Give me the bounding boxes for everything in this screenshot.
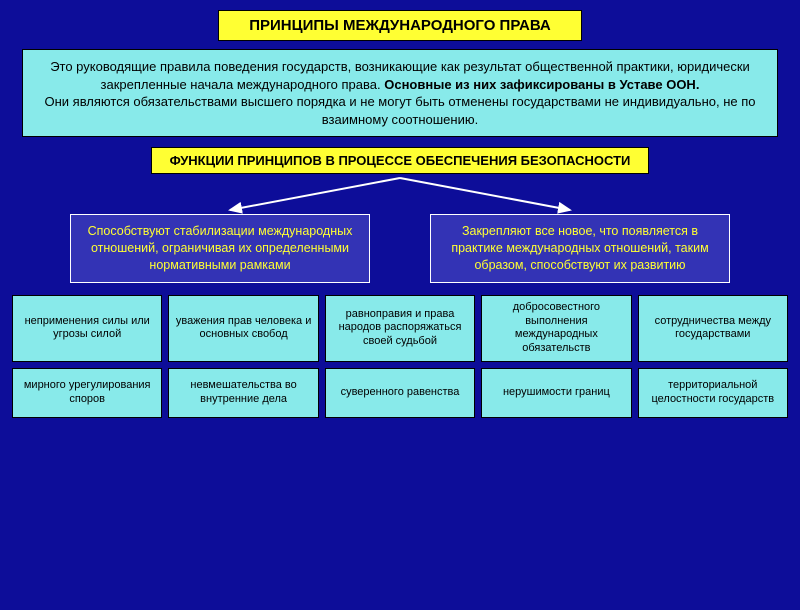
principle-cell: сотрудничества между государствами [638,295,788,362]
definition-box: Это руководящие правила поведения госуда… [22,49,778,137]
main-title: ПРИНЦИПЫ МЕЖДУНАРОДНОГО ПРАВА [218,10,582,41]
principle-cell: уважения прав человека и основных свобод [168,295,318,362]
principle-cell: нерушимости границ [481,368,631,418]
definition-bold: Основные из них зафиксированы в Уставе О… [384,77,699,92]
principle-cell: суверенного равенства [325,368,475,418]
functions-row: Способствуют стабилизации международных … [30,214,770,283]
definition-part2: Они являются обязательствами высшего пор… [44,94,755,127]
function-box-right: Закрепляют все новое, что появляется в п… [430,214,730,283]
principles-grid-row1: неприменения силы или угрозы силой уваже… [12,295,788,362]
principle-cell: невмешательства во внутренние дела [168,368,318,418]
function-box-left: Способствуют стабилизации международных … [70,214,370,283]
principle-cell: равноправия и права народов распоряжатьс… [325,295,475,362]
functions-subheading: ФУНКЦИИ ПРИНЦИПОВ В ПРОЦЕССЕ ОБЕСПЕЧЕНИЯ… [151,147,650,174]
principles-grid-row2: мирного урегулирования споров невмешател… [12,368,788,418]
principle-cell: мирного урегулирования споров [12,368,162,418]
principle-cell: неприменения силы или угрозы силой [12,295,162,362]
principle-cell: территориальной целостности государств [638,368,788,418]
principle-cell: добросовестного выполнения международных… [481,295,631,362]
arrows-divider [0,174,800,214]
